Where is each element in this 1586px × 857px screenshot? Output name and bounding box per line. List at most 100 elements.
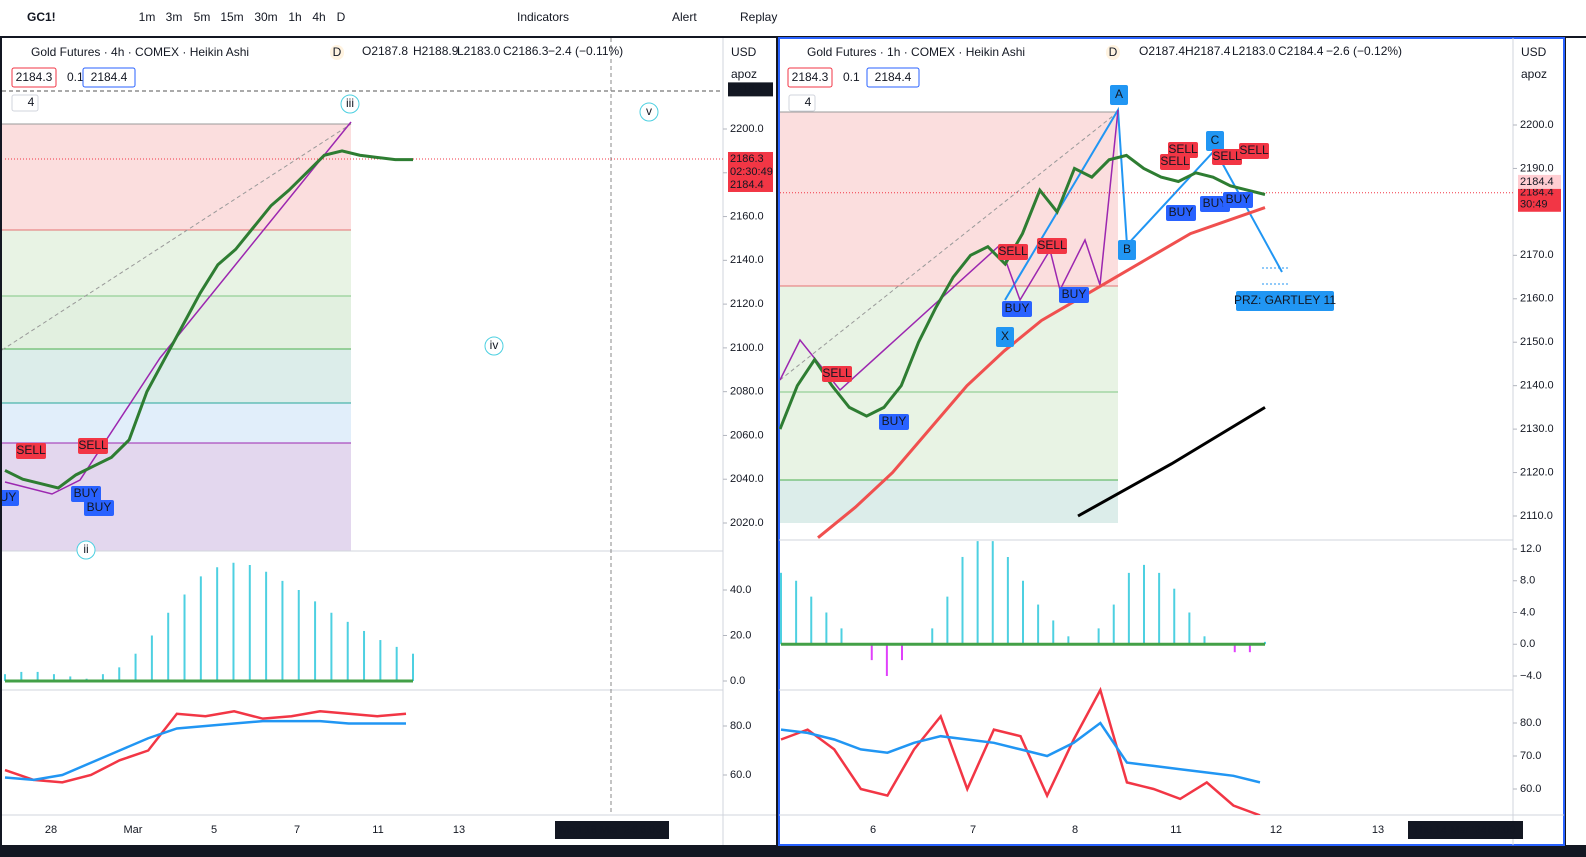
cursor-time: 09:00 [1488,824,1516,836]
legend-title: Gold Futures · 4h · COMEX · Heikin Ashi [31,45,249,59]
cursor-date: Thu 14 Mar '24 [1413,824,1487,836]
session: D [333,45,342,59]
interval[interactable]: 30m [254,10,277,24]
x-tick-label: 8 [1072,824,1078,836]
signal-marker [1160,154,1190,170]
pattern-label: X [1001,329,1009,343]
change: −2.6 (−0.12%) [1326,44,1402,58]
wave-label: iii [346,96,354,110]
indicator-count: 4 [805,95,812,109]
scale-mode[interactable]: apoz [731,67,757,81]
price-tag-label: 2184.4 [1520,187,1554,199]
price-tick-label: 2100.0 [730,342,764,354]
indicators-button[interactable]: Indicators [517,10,569,24]
rsi-line [4,719,406,782]
wave-marker [340,94,360,114]
pattern-label: A [1115,87,1123,101]
indicator-toggle[interactable] [11,94,39,112]
price-tag [1518,174,1561,189]
signal-marker [822,366,852,382]
price-tick-label: 2160.0 [1520,293,1554,305]
price-tick-label: 2200.0 [730,123,764,135]
price-tag-label: 2218.1 [730,83,764,95]
currency[interactable]: USD [731,45,757,59]
price-tick-label: 80.0 [730,720,751,732]
interval[interactable]: 5m [194,10,211,24]
toolbar [0,0,1586,36]
signal-marker [1239,143,1269,159]
indicator-count: 4 [28,95,35,109]
interval[interactable]: 1h [288,10,301,24]
scale-mode[interactable]: apoz [1521,67,1547,81]
price-tag-label: 2184.4 [730,179,764,191]
ohlc-value: L2183.0 [457,44,501,58]
price-tick-label: 2200.0 [1520,119,1554,131]
signal-label: SELL [822,366,852,380]
symbol[interactable]: GC1! [27,10,56,24]
wave-label: ii [83,542,88,556]
wave-marker [76,540,96,560]
price-tag-label: 30:49 [1520,199,1548,211]
signal-label: SELL [1160,154,1190,168]
ohlc-value: O2187.8 [362,44,408,58]
price-tick-label: 2020.0 [730,517,764,529]
input-value: 2184.4 [91,70,128,84]
currency[interactable]: USD [1521,45,1547,59]
price-tick-label: 12.0 [1520,543,1541,555]
price-line [4,149,413,490]
indicator-toggle[interactable] [788,94,816,112]
signal-marker [1166,205,1196,221]
interval[interactable]: 3m [166,10,183,24]
rsi-line [780,721,1261,784]
interval[interactable]: 15m [220,10,243,24]
price-tick-label: 40.0 [730,584,751,596]
price-tick-label: 4.0 [1520,606,1535,618]
pane-plot: iiiviviiSELLSELLBUYBUYBUY [2,94,723,784]
price-tag-label: 02:30:49 [730,166,773,178]
interval[interactable]: 1m [139,10,156,24]
pattern-marker [1236,291,1334,311]
price-tick-label: 2140.0 [1520,380,1554,392]
signal-label: SELL [1168,142,1198,156]
price-tick-label: 2190.0 [1520,162,1554,174]
signal-marker [1223,192,1253,208]
price-tick-label: 0.0 [1520,638,1535,650]
price-tag [1518,197,1561,212]
cursor-time: 16:00 [634,824,662,836]
signal-label: BUY [74,486,99,500]
signal-label: SELL [16,443,46,457]
price-tick-label: 2060.0 [730,429,764,441]
content: GC1! 1m 3m 5m 15m 30m 1h 4h D Indicators Alert Repl… [2,10,1561,839]
long-ma [1077,406,1266,518]
price-tick-label: 2150.0 [1520,336,1554,348]
signal-label: BUY [882,414,907,428]
price-tick-label: 70.0 [1520,750,1541,762]
signal-label: SELL [78,438,108,452]
signal-marker [998,244,1028,260]
x-tick-label: 11 [1170,824,1181,836]
replay-button[interactable]: Replay [740,10,777,24]
ohlc-value: C2184.4 [1278,44,1324,58]
price-tick-label: 2040.0 [730,473,764,485]
signal-marker [1212,149,1242,165]
price-tick-label: −4.0 [1520,670,1542,682]
x-tick-label: 13 [453,824,465,836]
legend-title: Gold Futures · 1h · COMEX · Heikin Ashi [807,45,1025,59]
price-tick-label: 2170.0 [1520,249,1554,261]
price-tag [728,164,773,179]
session: D [1109,45,1118,59]
x-tick-label: 13 [1372,824,1384,836]
signal-marker [84,500,114,516]
pattern-marker [1118,240,1136,260]
signal-marker [1200,196,1230,212]
alert-button[interactable]: Alert [672,10,697,24]
interval[interactable]: 4h [312,10,325,24]
cursor-date-tag [555,821,669,839]
change: −2.4 (−0.11%) [548,44,623,58]
signal-label: BUY [1226,192,1251,206]
pattern-label: C [1211,133,1220,147]
interval[interactable]: D [337,10,346,24]
price-tick-label: 2120.0 [1520,466,1554,478]
